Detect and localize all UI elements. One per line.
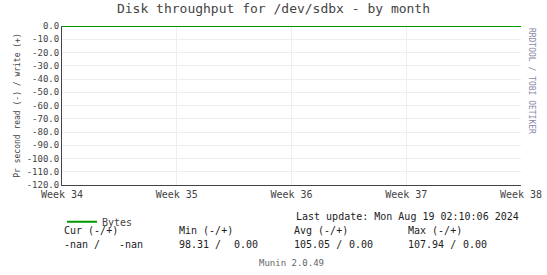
svg-text:Pr second read (-) / write (+): Pr second read (-) / write (+) (13, 33, 22, 178)
svg-text:Disk throughput for /dev/sdbx: Disk throughput for /dev/sdbx - by month (117, 1, 430, 16)
svg-text:Min (-/+): Min (-/+) (179, 225, 233, 236)
svg-text:-100.0: -100.0 (27, 154, 60, 164)
svg-text:0.0: 0.0 (43, 21, 59, 31)
svg-text:-nan /: -nan / (64, 239, 100, 250)
svg-text:107.94 /: 107.94 / (408, 239, 456, 250)
svg-text:-nan: -nan (119, 239, 143, 250)
svg-text:Max (-/+): Max (-/+) (408, 225, 462, 236)
svg-text:-70.0: -70.0 (32, 114, 59, 124)
svg-text:Last update: Mon Aug 19 02:10:: Last update: Mon Aug 19 02:10:06 2024 (296, 211, 519, 222)
svg-text:Munin 2.0.49: Munin 2.0.49 (259, 258, 324, 268)
svg-text:-90.0: -90.0 (32, 140, 59, 150)
svg-text:Cur (-/+): Cur (-/+) (64, 225, 118, 236)
svg-text:-120.0: -120.0 (27, 180, 60, 190)
svg-text:-110.0: -110.0 (27, 167, 60, 177)
svg-text:-40.0: -40.0 (32, 74, 59, 84)
svg-text:-60.0: -60.0 (32, 101, 59, 111)
svg-text:-30.0: -30.0 (32, 61, 59, 71)
svg-text:105.05 /: 105.05 / (294, 239, 342, 250)
svg-text:-50.0: -50.0 (32, 87, 59, 97)
svg-text:-80.0: -80.0 (32, 127, 59, 137)
svg-text:-10.0: -10.0 (32, 34, 59, 44)
svg-text:Week 34: Week 34 (41, 189, 83, 200)
svg-text:Week 35: Week 35 (156, 189, 198, 200)
svg-text:RRDTOOL / TOBI OETIKER: RRDTOOL / TOBI OETIKER (527, 28, 536, 134)
svg-text:-20.0: -20.0 (32, 48, 59, 58)
svg-text:Week 37: Week 37 (385, 189, 427, 200)
svg-text:0.00: 0.00 (234, 239, 258, 250)
svg-text:Week 36: Week 36 (270, 189, 312, 200)
svg-text:0.00: 0.00 (463, 239, 487, 250)
svg-text:98.31 /: 98.31 / (179, 239, 221, 250)
svg-text:Bytes: Bytes (102, 217, 132, 228)
svg-text:Avg (-/+): Avg (-/+) (294, 225, 348, 236)
svg-text:0.00: 0.00 (349, 239, 373, 250)
svg-text:Week 38: Week 38 (500, 189, 542, 200)
